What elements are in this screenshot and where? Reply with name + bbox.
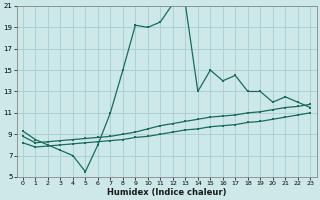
X-axis label: Humidex (Indice chaleur): Humidex (Indice chaleur) [107, 188, 226, 197]
